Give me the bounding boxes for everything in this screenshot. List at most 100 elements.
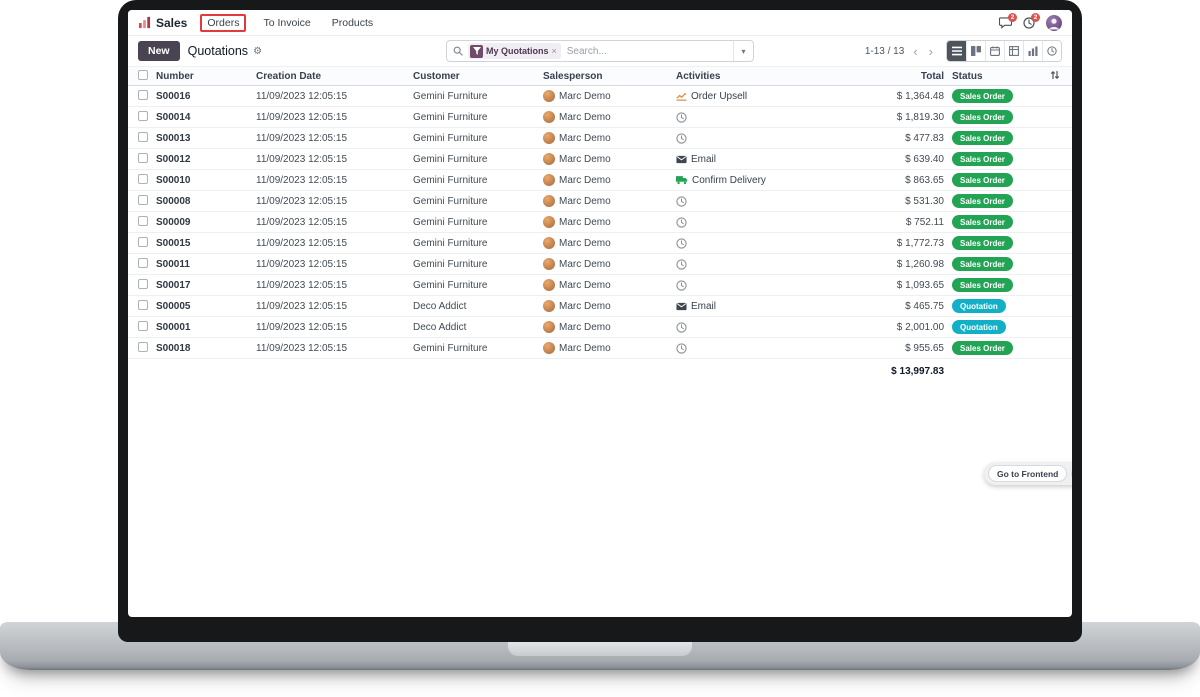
row-checkbox[interactable] [138,215,148,226]
activity-cell[interactable] [676,216,848,228]
kanban-view-button[interactable] [966,41,985,61]
activity-cell[interactable]: Email [676,301,848,312]
list-view-button[interactable] [947,41,966,61]
table-row[interactable]: S00012 11/09/2023 12:05:15 Gemini Furnit… [128,149,1072,170]
optional-columns-icon[interactable] [1040,70,1062,83]
clock-icon[interactable] [676,279,687,291]
upsell-chart-icon[interactable] [676,91,687,101]
activity-cell[interactable]: Order Upsell [676,91,848,102]
activity-cell[interactable]: Email [676,154,848,165]
pager-next-button[interactable]: › [928,43,933,59]
table-row[interactable]: S00011 11/09/2023 12:05:15 Gemini Furnit… [128,254,1072,275]
go-to-frontend-button[interactable]: Go to Frontend [988,465,1068,482]
status-badge: Sales Order [952,215,1013,229]
email-icon[interactable] [676,155,687,164]
activity-cell[interactable] [676,258,848,270]
pivot-view-button[interactable] [1004,41,1023,61]
messages-icon[interactable]: 2 [999,12,1017,29]
header-creation-date[interactable]: Creation Date [256,70,322,82]
table-row[interactable]: S00008 11/09/2023 12:05:15 Gemini Furnit… [128,191,1072,212]
activity-cell[interactable]: Confirm Delivery [676,175,848,186]
customer-name: Gemini Furniture [413,237,488,249]
kebab-menu-icon[interactable]: ⋮ [1071,465,1072,482]
activity-cell[interactable] [676,195,848,207]
menu-item-to-invoice[interactable]: To Invoice [263,16,311,29]
row-checkbox[interactable] [138,299,148,310]
row-checkbox[interactable] [138,341,148,352]
table-row[interactable]: S00010 11/09/2023 12:05:15 Gemini Furnit… [128,170,1072,191]
pager-previous-button[interactable]: ‹ [913,43,918,59]
search-bar[interactable]: My Quotations × Search... ▾ [446,40,754,62]
clock-icon[interactable] [676,321,687,333]
status-badge: Sales Order [952,89,1013,103]
clock-icon[interactable] [676,216,687,228]
table-row[interactable]: S00017 11/09/2023 12:05:15 Gemini Furnit… [128,275,1072,296]
activity-cell[interactable] [676,342,848,354]
row-checkbox[interactable] [138,110,148,121]
table-row[interactable]: S00009 11/09/2023 12:05:15 Gemini Furnit… [128,212,1072,233]
app-switcher[interactable]: Sales [138,16,187,30]
select-all-checkbox[interactable] [138,69,148,80]
creation-date: 11/09/2023 12:05:15 [256,321,348,333]
table-row[interactable]: S00014 11/09/2023 12:05:15 Gemini Furnit… [128,107,1072,128]
activity-cell[interactable] [676,279,848,291]
row-checkbox[interactable] [138,131,148,142]
search-facet-my-quotations[interactable]: My Quotations × [468,43,561,59]
customer-name: Gemini Furniture [413,153,488,165]
row-checkbox[interactable] [138,89,148,100]
menu-item-products[interactable]: Products [331,16,374,29]
table-row[interactable]: S00013 11/09/2023 12:05:15 Gemini Furnit… [128,128,1072,149]
salesperson-name: Marc Demo [559,237,611,249]
row-checkbox[interactable] [138,173,148,184]
header-activities[interactable]: Activities [676,70,721,82]
graph-view-button[interactable] [1023,41,1042,61]
delivery-truck-icon[interactable] [676,175,688,185]
header-salesperson[interactable]: Salesperson [543,70,603,82]
salesperson-avatar [543,132,555,144]
header-customer[interactable]: Customer [413,70,460,82]
header-status[interactable]: Status [952,70,983,82]
search-input[interactable]: Search... [566,45,607,57]
activities-icon[interactable]: 2 [1023,12,1040,29]
table-row[interactable]: S00005 11/09/2023 12:05:15 Deco Addict M… [128,296,1072,317]
calendar-view-button[interactable] [985,41,1004,61]
header-total[interactable]: Total [920,70,944,82]
email-icon[interactable] [676,302,687,311]
activity-cell[interactable] [676,321,848,333]
table-row[interactable]: S00001 11/09/2023 12:05:15 Deco Addict M… [128,317,1072,338]
clock-icon[interactable] [676,258,687,270]
table-row[interactable]: S00016 11/09/2023 12:05:15 Gemini Furnit… [128,86,1072,107]
menu-item-orders[interactable]: Orders [200,13,247,32]
salesperson-avatar [543,342,555,354]
order-number: S00008 [156,195,191,207]
clock-icon[interactable] [676,111,687,123]
table-row[interactable]: S00018 11/09/2023 12:05:15 Gemini Furnit… [128,338,1072,359]
activity-cell[interactable] [676,111,848,123]
activity-cell[interactable] [676,237,848,249]
clock-icon[interactable] [676,342,687,354]
creation-date: 11/09/2023 12:05:15 [256,216,348,228]
status-badge: Sales Order [952,194,1013,208]
header-number[interactable]: Number [156,70,194,82]
table-header-row: Number Creation Date Customer Salesperso… [128,66,1072,86]
row-checkbox[interactable] [138,152,148,163]
user-avatar[interactable] [1046,14,1062,31]
messages-count-badge: 2 [1008,12,1017,22]
search-dropdown-caret[interactable]: ▾ [733,41,753,61]
table-row[interactable]: S00015 11/09/2023 12:05:15 Gemini Furnit… [128,233,1072,254]
row-checkbox[interactable] [138,320,148,331]
settings-gear-icon[interactable]: ⚙ [253,45,263,57]
row-checkbox[interactable] [138,278,148,289]
row-checkbox[interactable] [138,194,148,205]
facet-remove-icon[interactable]: × [551,46,557,56]
new-button[interactable]: New [138,41,180,61]
activity-cell[interactable] [676,132,848,144]
status-badge: Quotation [952,299,1006,313]
clock-icon[interactable] [676,132,687,144]
activity-view-button[interactable] [1042,41,1061,61]
clock-icon[interactable] [676,237,687,249]
row-checkbox[interactable] [138,257,148,268]
row-checkbox[interactable] [138,236,148,247]
salesperson-name: Marc Demo [559,321,611,333]
clock-icon[interactable] [676,195,687,207]
